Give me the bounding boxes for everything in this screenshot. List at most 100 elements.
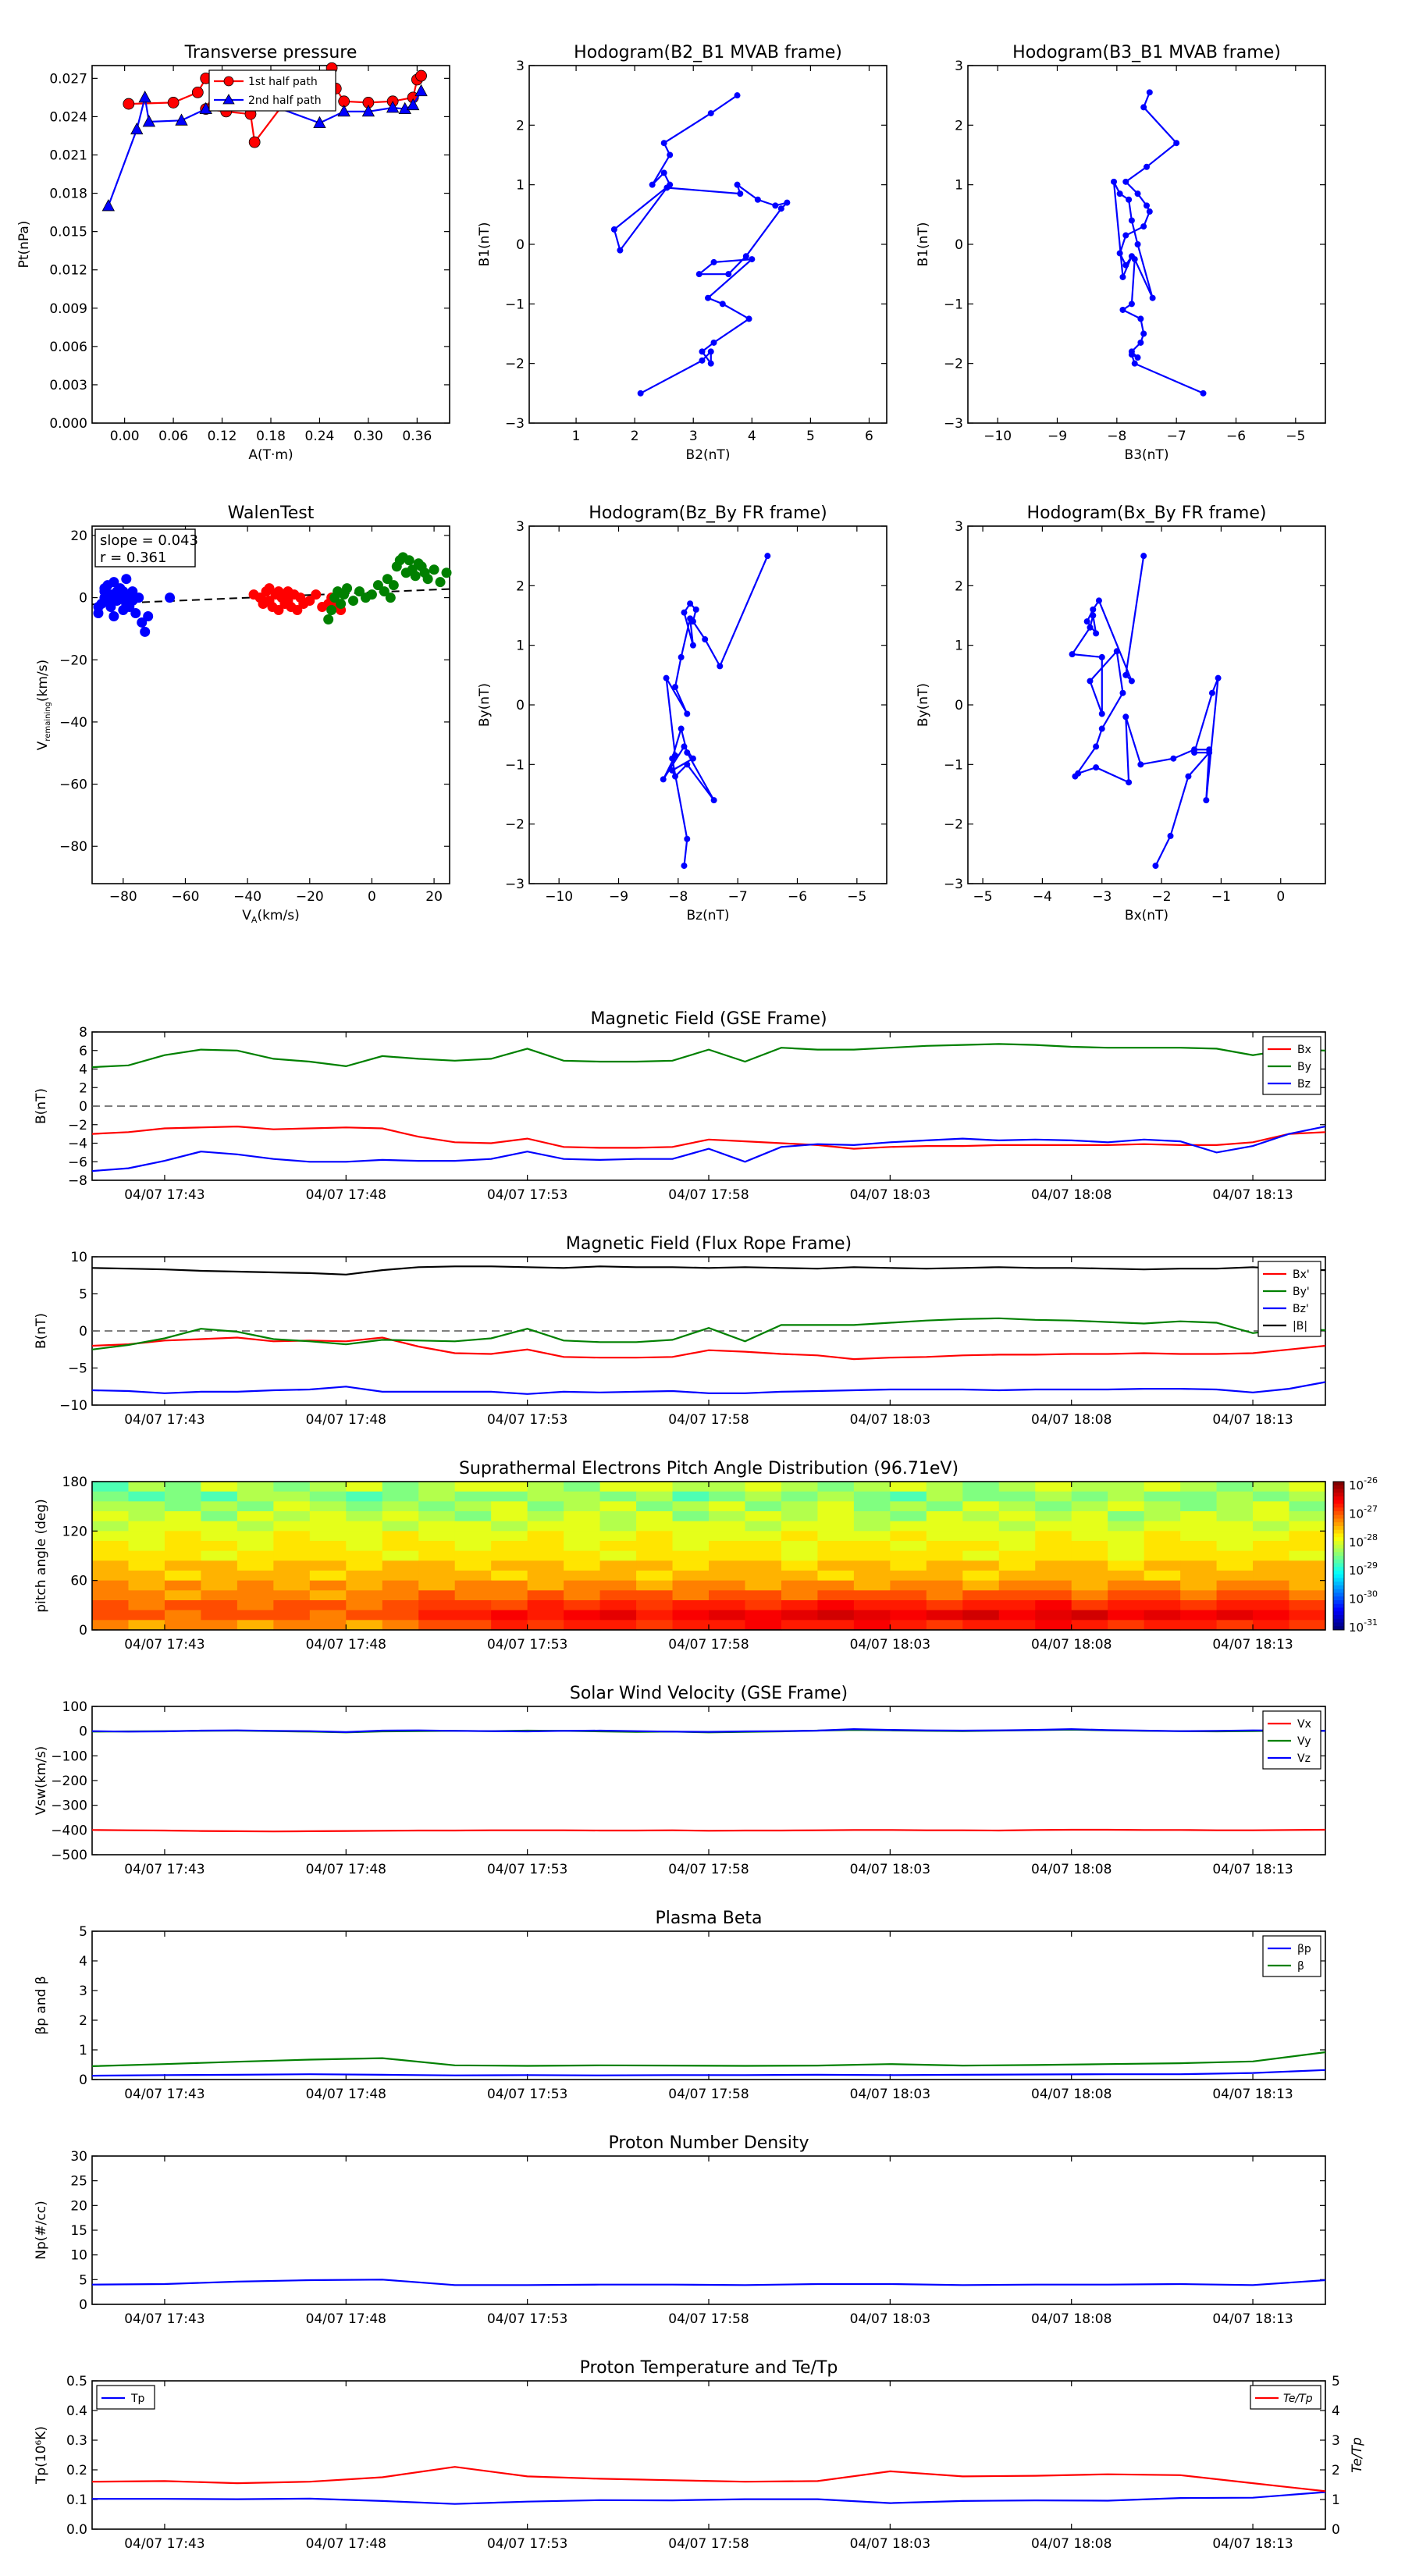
y-tick-label: 6 [79,1044,87,1059]
heatmap-cell [564,1600,601,1611]
scatter-point-red [311,589,322,600]
legend-label: Tp [130,2393,145,2405]
data-point [167,97,180,109]
colorbar-step [1333,1511,1344,1516]
heatmap-cell [672,1600,710,1611]
y-tick-label: −200 [51,1774,87,1789]
heatmap-cell [382,1550,419,1561]
y-tick-label: 3 [516,519,525,535]
heatmap-cell [926,1571,963,1582]
y-tick-label: 3 [79,1984,87,1999]
plot-frame [528,65,887,424]
scatter-point-blue [121,574,132,585]
hodogram-point [1131,256,1138,263]
heatmap-cell [309,1482,347,1493]
scatter-point-green [372,580,383,591]
heatmap-cell [1144,1501,1181,1512]
y-tick-label: −10 [59,1398,87,1414]
heatmap-cell [1216,1610,1254,1621]
y-tick-label: −2 [505,357,525,372]
legend-label: Vz [1297,1752,1311,1765]
heatmap-cell [998,1541,1036,1552]
series-line-Bx [91,1125,1326,1150]
heatmap-cell [998,1600,1036,1611]
heatmap-cell [745,1491,782,1502]
scatter-point-red [258,596,269,607]
heatmap-cell [273,1541,311,1552]
scatter-point-blue [165,592,176,603]
heatmap-cell [164,1600,202,1611]
heatmap-cell [817,1541,855,1552]
heatmap-cell [346,1482,383,1493]
colorbar-step [1333,1574,1344,1578]
heatmap-cell [237,1531,274,1542]
heatmap-cell [599,1482,637,1493]
heatmap-cell [1035,1580,1072,1591]
heatmap-cell [309,1511,347,1522]
y-tick-label: 5 [79,2272,87,2288]
colorbar: 10-26 10-27 10-28 10-29 10-30 10-31 [1332,1475,1378,1635]
heatmap-cell [1035,1491,1072,1502]
heatmap-cell [1253,1491,1290,1502]
heatmap-cell [817,1590,855,1601]
time-tick-label: 04/07 18:08 [1031,1187,1112,1203]
heatmap-cell [745,1580,782,1591]
heatmap-cell [926,1580,963,1591]
hodogram-point [689,755,696,762]
heatmap-cell [418,1620,456,1631]
heatmap-cell [1180,1501,1218,1512]
heatmap-cell [273,1580,311,1591]
heatmap-cell [781,1560,819,1571]
hodogram-point [1119,273,1126,280]
heatmap-cell [128,1482,165,1493]
time-tick-label: 04/07 17:53 [487,2311,567,2327]
time-tick-label: 04/07 17:48 [306,1637,386,1653]
y-tick-label: 10 [70,1250,87,1265]
heatmap-cell [1144,1511,1181,1522]
hodogram-point [669,767,676,774]
hodogram-point [1126,779,1133,786]
time-tick-label: 04/07 17:53 [487,1412,567,1428]
y-tick-label: 10 [70,2248,87,2264]
heatmap-cell [1289,1610,1326,1621]
time-tick-label: 04/07 18:08 [1031,1412,1112,1428]
colorbar-exponent: -29 [1364,1560,1378,1571]
chart-title: Magnetic Field (Flux Rope Frame) [566,1234,852,1254]
data-point [337,105,350,117]
x-tick-label: −10 [984,429,1012,444]
heatmap-cell [1180,1482,1218,1493]
heatmap-cell [962,1620,1000,1631]
hodogram-point [754,196,761,203]
colorbar-step [1333,1544,1344,1549]
heatmap-cell [1108,1521,1145,1532]
colorbar-step [1333,1518,1344,1523]
heatmap-cell [418,1610,456,1621]
heatmap-cell [454,1482,492,1493]
x-tick-label: 1 [572,429,581,444]
hodogram-point [737,190,744,197]
hodogram-point [1170,755,1177,762]
time-tick-label: 04/07 17:43 [124,2536,205,2552]
heatmap-cell [418,1501,456,1512]
hodogram-point [1122,671,1129,678]
scatter-point-green [441,568,452,578]
r-annotation: r = 0.361 [100,550,166,566]
y2-axis-label: Te/Tp [1350,2437,1365,2473]
heatmap-cell [1216,1511,1254,1522]
data-point [142,115,156,127]
y-tick-label: −2 [68,1118,87,1133]
heatmap-cell [346,1521,383,1532]
heatmap-cell [636,1560,674,1571]
plot-frame [91,525,450,884]
hodogram-point [1140,330,1147,337]
time-tick-label: 04/07 17:58 [668,2311,749,2327]
heatmap-cell [962,1482,1000,1493]
heatmap-cell [599,1521,637,1532]
heatmap-cell [1289,1550,1326,1561]
heatmap-cell [599,1571,637,1582]
heatmap-cell [309,1600,347,1611]
y-tick-label: 2 [955,118,963,133]
heatmap-cell [890,1521,927,1532]
heatmap-cell [237,1571,274,1582]
x-tick-label: −7 [1167,429,1186,444]
